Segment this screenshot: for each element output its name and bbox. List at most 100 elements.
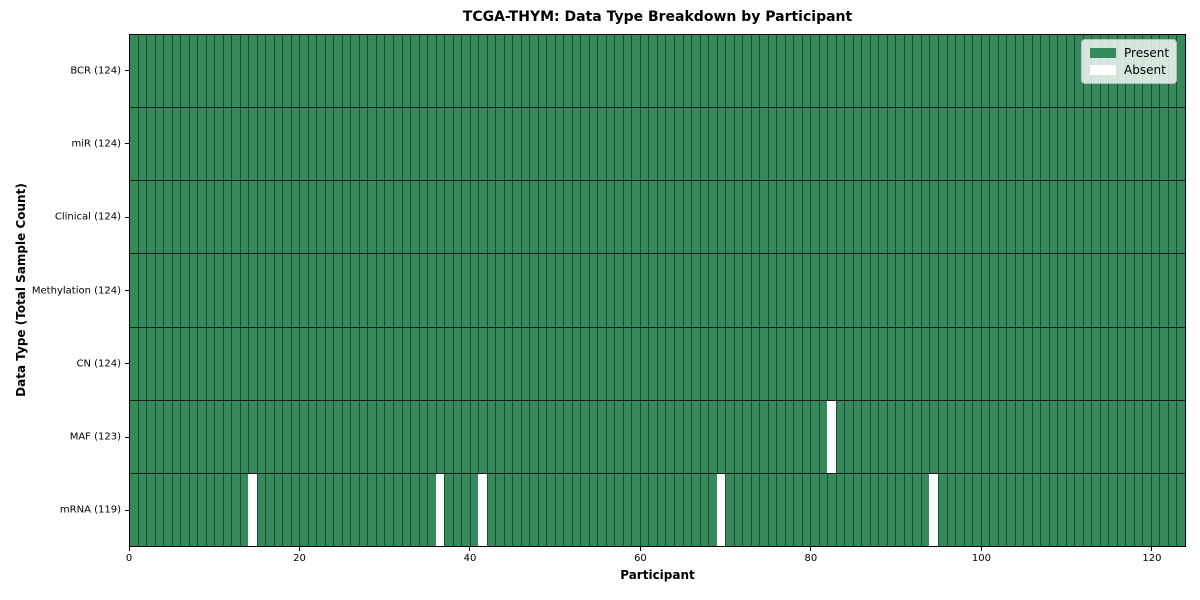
heatmap-cell-present [920,181,930,254]
heatmap-cell-present [937,254,947,327]
heatmap-cell-present [495,108,504,181]
heatmap-cell-present [972,108,981,181]
heatmap-cell-present [878,108,887,181]
heatmap-cell-present [1048,108,1058,181]
heatmap-cell-present [861,108,870,181]
heatmap-cell-present [1014,400,1024,473]
heatmap-cell-present [1108,254,1117,327]
heatmap-cell-present [282,254,291,327]
heatmap-cell-present [180,35,189,108]
heatmap-cell-present [708,473,717,546]
heatmap-cell-present [776,400,785,473]
heatmap-cell-present [580,400,589,473]
heatmap-cell-present [716,327,726,400]
heatmap-cell-present [1023,473,1032,546]
heatmap-cell-present [886,254,896,327]
heatmap-cell-present [146,181,155,254]
heatmap-cell-present [835,327,845,400]
heatmap-cell-present [537,400,547,473]
heatmap-cell-present [427,181,436,254]
heatmap-cell-present [1176,254,1185,327]
heatmap-cell-present [759,181,768,254]
heatmap-cell-present [520,400,530,473]
heatmap-cell-present [401,473,411,546]
heatmap-cell-present [614,254,623,327]
heatmap-cell-present [265,35,274,108]
heatmap-cell-present [972,400,981,473]
heatmap-cell-present [844,254,853,327]
heatmap-cell-present [137,181,147,254]
heatmap-cell-present [146,108,155,181]
heatmap-cell-present [1108,473,1117,546]
heatmap-cell-present [1006,35,1015,108]
y-tick-mark [125,290,129,291]
heatmap-cell-present [265,181,274,254]
y-tick-label: MAF (123) [69,431,121,443]
heatmap-cell-present [912,254,921,327]
heatmap-cell-present [452,181,462,254]
heatmap-cell-present [588,108,598,181]
heatmap-cell-present [1091,400,1100,473]
heatmap-cell-present [290,473,300,546]
heatmap-cell-present [435,108,445,181]
heatmap-cell-present [495,181,504,254]
heatmap-cell-present [639,254,649,327]
heatmap-cell-present [801,254,811,327]
heatmap-cell-present [214,35,223,108]
x-axis-label: Participant [620,568,695,582]
heatmap-cell-present [989,400,998,473]
heatmap-cell-present [341,254,351,327]
heatmap-cell-present [648,400,657,473]
heatmap-cell-present [810,327,819,400]
heatmap-cell-present [171,35,181,108]
heatmap-cell-present [759,327,768,400]
heatmap-cell-present [163,327,172,400]
heatmap-cell-present [341,181,351,254]
heatmap-cell-present [631,35,640,108]
heatmap-cell-present [137,473,147,546]
heatmap-cell-present [1074,108,1083,181]
heatmap-cell-present [844,327,853,400]
heatmap-cell-present [188,181,198,254]
heatmap-cell-present [290,327,300,400]
heatmap-cell-present [444,400,453,473]
heatmap-cell-present [137,254,147,327]
heatmap-cell-present [546,108,555,181]
heatmap-cell-present [776,327,785,400]
heatmap-cell-present [759,400,768,473]
heatmap-cell-present [503,108,513,181]
heatmap-cell-present [197,35,206,108]
heatmap-cell-present [895,400,904,473]
heatmap-cell-present [520,35,530,108]
heatmap-cell-present [154,473,164,546]
heatmap-cell-present [1116,327,1126,400]
heatmap-cell-present [869,327,879,400]
heatmap-cell-present [333,327,342,400]
heatmap-cell-present [622,181,632,254]
heatmap-cell-present [835,181,845,254]
heatmap-cell-present [461,35,470,108]
heatmap-cell-present [622,327,632,400]
heatmap-cell-present [597,473,606,546]
heatmap-cell-present [350,327,359,400]
heatmap-cell-present [1057,473,1066,546]
heatmap-cell-present [622,35,632,108]
heatmap-cell-present [1133,400,1143,473]
heatmap-cell-present [1074,327,1083,400]
heatmap-cell-present [614,181,623,254]
heatmap-cell-present [605,254,615,327]
heatmap-cell-present [486,181,496,254]
heatmap-cell-present [571,108,581,181]
heatmap-cell-present [972,473,981,546]
heatmap-cell-present [869,35,879,108]
heatmap-cell-present [793,35,802,108]
heatmap-cell-absent [716,473,726,546]
heatmap-cell-present [972,327,981,400]
heatmap-cell-present [980,473,990,546]
heatmap-cell-present [708,108,717,181]
heatmap-cell-present [410,108,419,181]
heatmap-cell-present [231,181,240,254]
heatmap-cell-present [554,400,564,473]
heatmap-cell-present [725,108,734,181]
heatmap-cell-present [273,400,283,473]
